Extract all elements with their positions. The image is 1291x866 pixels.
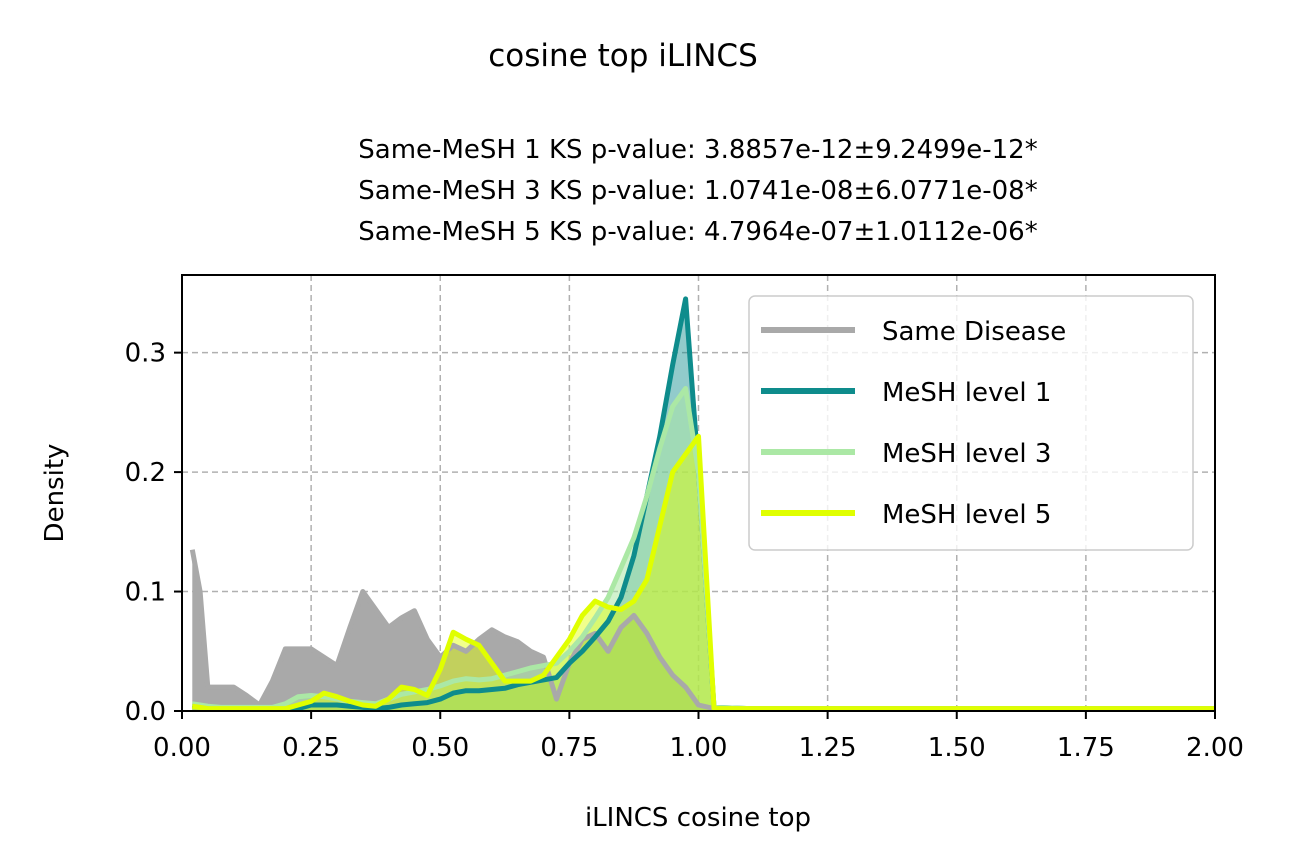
x-axis-ticks: 0.00 0.25 0.50 0.75 1.00 1.25 1.50 1.75 2.00	[153, 711, 1244, 763]
x-tick-label-7: 1.75	[1057, 733, 1115, 763]
line-mesh-level-5	[191, 433, 1215, 712]
chart-title-line-2: Same-MeSH 3 KS p-value: 1.0741e-08±6.077…	[358, 176, 1037, 206]
legend-box	[748, 295, 1194, 551]
area-same-disease	[192, 549, 1216, 711]
legend-label-mesh-level-1: MeSH level 1	[882, 378, 1051, 408]
y-tick-label-3: 0.3	[125, 339, 166, 369]
chart-suptitle: cosine top iLINCS	[488, 38, 758, 74]
x-tick-label-3: 0.75	[540, 733, 598, 763]
y-axis-ticks: 0.0 0.1 0.2 0.3	[125, 339, 182, 727]
legend: Same Disease MeSH level 1 MeSH level 3 M…	[748, 295, 1194, 551]
y-axis-label: Density	[40, 444, 70, 543]
legend-label-mesh-level-5: MeSH level 5	[882, 500, 1051, 530]
y-tick-label-1: 0.1	[125, 578, 166, 608]
x-tick-label-2: 0.50	[411, 733, 469, 763]
area-mesh-level-3	[192, 388, 1216, 711]
series-lines	[189, 296, 1215, 712]
x-tick-label-5: 1.25	[799, 733, 857, 763]
x-tick-label-6: 1.50	[928, 733, 986, 763]
x-axis-label: iLINCS cosine top	[585, 803, 811, 833]
legend-label-mesh-level-3: MeSH level 3	[882, 439, 1051, 469]
chart-title-line-3: Same-MeSH 5 KS p-value: 4.7964e-07±1.011…	[358, 217, 1037, 247]
y-tick-label-2: 0.2	[125, 458, 166, 488]
y-tick-label-0: 0.0	[125, 697, 166, 727]
legend-label-same-disease: Same Disease	[882, 317, 1066, 347]
chart-title-line-1: Same-MeSH 1 KS p-value: 3.8857e-12±9.249…	[358, 135, 1037, 165]
line-mesh-level-3	[191, 386, 1215, 712]
x-tick-label-4: 1.00	[670, 733, 728, 763]
x-tick-label-0: 0.00	[153, 733, 211, 763]
line-same-disease	[189, 549, 1215, 712]
x-tick-label-1: 0.25	[282, 733, 340, 763]
x-tick-label-8: 2.00	[1186, 733, 1244, 763]
